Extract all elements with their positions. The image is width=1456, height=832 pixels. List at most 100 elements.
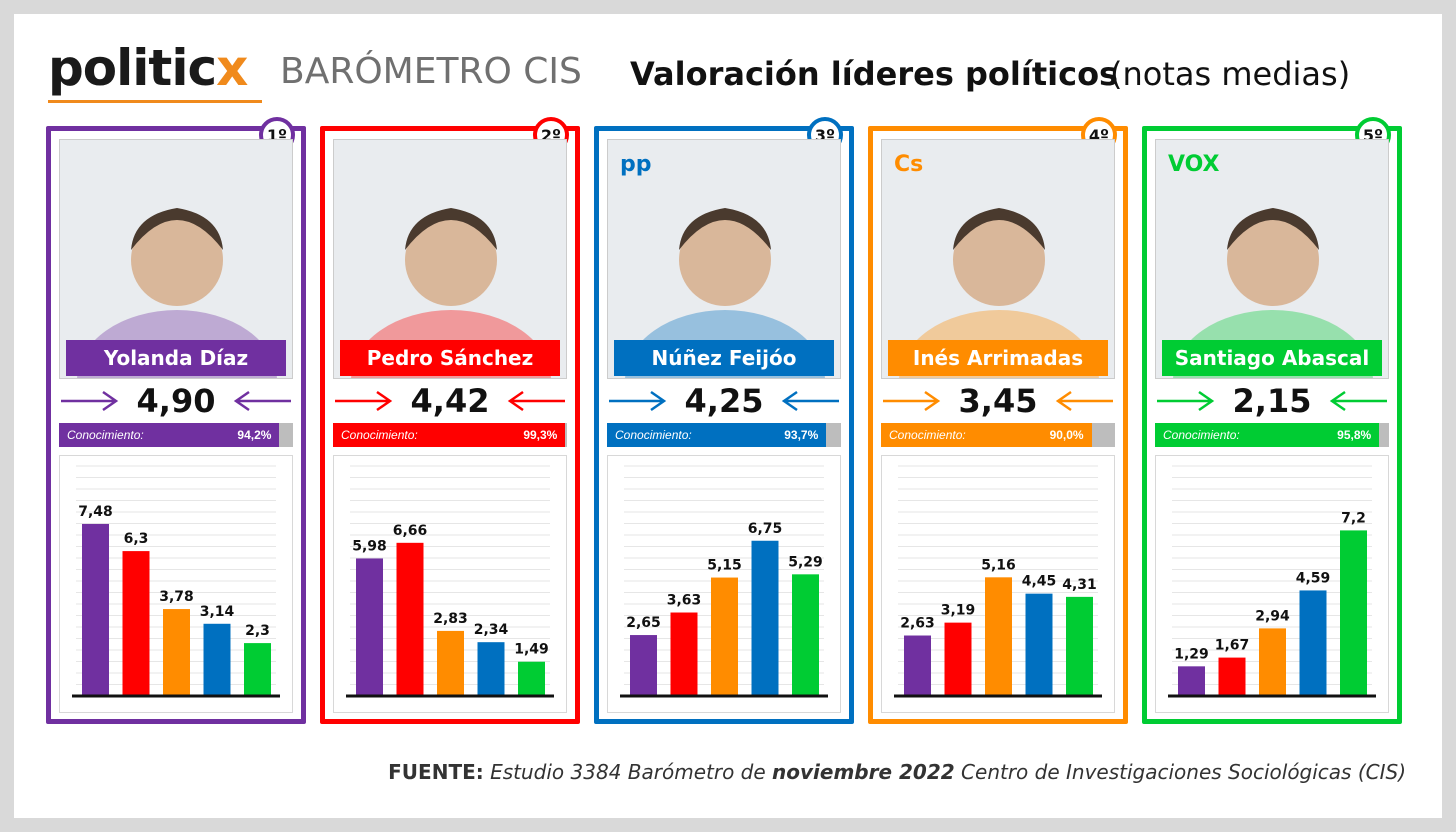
data-label: 6,66: [393, 523, 428, 539]
bar-pp: [1299, 590, 1327, 696]
knowledge-fill: Conocimiento: 90,0%: [881, 423, 1092, 447]
knowledge-label: Conocimiento:: [1163, 428, 1240, 442]
bar-cs: [437, 630, 464, 696]
arrow-right-icon: [1157, 390, 1215, 412]
data-label: 3,78: [159, 589, 194, 605]
rating-chart: 5,98 6,66 2,83 2,34 1,49: [333, 455, 567, 713]
data-label: 5,29: [788, 554, 823, 570]
bar-sumar: [630, 635, 657, 696]
data-label: 1,49: [514, 642, 549, 658]
score-row: 3,45: [881, 382, 1115, 420]
score-row: 4,25: [607, 382, 841, 420]
data-label: 2,3: [245, 623, 270, 639]
arrow-left-icon: [233, 390, 291, 412]
barometro-heading: BARÓMETRO CIS: [280, 51, 582, 92]
bar-sumar: [356, 558, 383, 696]
bar-vox: [518, 661, 545, 696]
bar-vox: [1340, 530, 1367, 696]
knowledge-label: Conocimiento:: [615, 428, 692, 442]
bar-psoe: [396, 542, 424, 696]
data-label: 4,31: [1062, 577, 1097, 593]
knowledge-value: 99,3%: [523, 428, 558, 442]
bar-chart: 7,48 6,3 3,78 3,14 2,3: [72, 465, 280, 698]
knowledge-label: Conocimiento:: [67, 428, 144, 442]
knowledge-value: 94,2%: [237, 428, 272, 442]
data-label: 2,83: [433, 611, 468, 627]
knowledge-fill: Conocimiento: 99,3%: [333, 423, 566, 447]
rating-chart: 1,29 1,67 2,94 4,59 7,2: [1155, 455, 1389, 713]
data-label: 1,29: [1174, 646, 1209, 662]
bar-sumar: [904, 635, 931, 696]
leader-card: 5º VOX Santiago Abascal 2,15 Conocimient…: [1142, 117, 1402, 724]
bar-psoe: [944, 622, 972, 696]
data-label: 6,3: [124, 531, 149, 547]
data-label: 2,65: [626, 615, 661, 631]
average-score: 3,45: [958, 382, 1038, 420]
arrow-right-icon: [609, 390, 667, 412]
bar-chart: 5,98 6,66 2,83 2,34 1,49: [346, 465, 554, 698]
arrow-right-icon: [883, 390, 941, 412]
bar-cs: [985, 577, 1012, 696]
score-row: 2,15: [1155, 382, 1389, 420]
leader-name: Inés Arrimadas: [888, 340, 1108, 376]
data-label: 2,63: [900, 616, 935, 632]
arrow-right-icon: [61, 390, 119, 412]
knowledge-fill: Conocimiento: 95,8%: [1155, 423, 1380, 447]
bar-pp: [751, 540, 779, 696]
leader-name: Yolanda Díaz: [66, 340, 286, 376]
data-label: 1,67: [1215, 638, 1250, 654]
leader-photo: VOX Santiago Abascal: [1155, 139, 1389, 379]
leader-card: 4º Cs Inés Arrimadas 3,45 Conocimiento:: [868, 117, 1128, 724]
logo-underline: [48, 100, 262, 103]
knowledge-bar: Conocimiento: 93,7%: [607, 423, 841, 447]
bar-psoe: [122, 551, 150, 696]
data-label: 3,63: [667, 593, 702, 609]
data-label: 6,75: [748, 521, 783, 537]
rating-chart: 7,48 6,3 3,78 3,14 2,3: [59, 455, 293, 713]
bar-pp: [477, 642, 505, 696]
bar-pp: [1025, 593, 1053, 696]
leader-card: 3º pp Núñez Feijóo 4,25 Conocimiento:: [594, 117, 854, 724]
party-logo-icon: VOX: [1168, 152, 1220, 177]
bar-pp: [203, 623, 231, 696]
data-label: 4,59: [1296, 570, 1331, 586]
bar-psoe: [670, 612, 698, 696]
data-label: 2,34: [474, 622, 509, 638]
rating-chart: 2,65 3,63 5,15 6,75 5,29: [607, 455, 841, 713]
knowledge-fill: Conocimiento: 93,7%: [607, 423, 827, 447]
data-label: 3,19: [941, 603, 976, 619]
bar-psoe: [1218, 657, 1246, 696]
score-row: 4,42: [333, 382, 567, 420]
data-label: 5,16: [981, 557, 1016, 573]
arrow-left-icon: [781, 390, 839, 412]
leader-card: 1º Yolanda Díaz 4,90 Conocimiento: 94: [46, 117, 306, 724]
portrait-illustration: [334, 140, 566, 378]
knowledge-label: Conocimiento:: [341, 428, 418, 442]
party-logo-icon: Cs: [894, 152, 924, 177]
leader-photo: Cs Inés Arrimadas: [881, 139, 1115, 379]
rating-chart: 2,63 3,19 5,16 4,45 4,31: [881, 455, 1115, 713]
average-score: 4,90: [136, 382, 216, 420]
data-label: 7,2: [1341, 510, 1366, 526]
leader-name: Núñez Feijóo: [614, 340, 834, 376]
bar-chart: 2,65 3,63 5,15 6,75 5,29: [620, 465, 828, 698]
leader-name: Pedro Sánchez: [340, 340, 560, 376]
data-label: 2,94: [1255, 608, 1290, 624]
source-note: FUENTE: Estudio 3384 Barómetro de noviem…: [388, 760, 1406, 784]
leader-name: Santiago Abascal: [1162, 340, 1382, 376]
bar-sumar: [1178, 666, 1205, 696]
bar-chart: 1,29 1,67 2,94 4,59 7,2: [1168, 465, 1376, 698]
page-subtitle: (notas medias): [1110, 55, 1351, 93]
knowledge-bar: Conocimiento: 90,0%: [881, 423, 1115, 447]
data-label: 7,48: [78, 504, 113, 520]
leader-photo: pp Núñez Feijóo: [607, 139, 841, 379]
knowledge-bar: Conocimiento: 94,2%: [59, 423, 293, 447]
page-title: Valoración líderes políticos: [630, 55, 1119, 93]
score-row: 4,90: [59, 382, 293, 420]
bar-sumar: [82, 523, 109, 696]
leader-photo: Pedro Sánchez: [333, 139, 567, 379]
knowledge-value: 95,8%: [1337, 428, 1372, 442]
knowledge-bar: Conocimiento: 99,3%: [333, 423, 567, 447]
knowledge-value: 93,7%: [784, 428, 819, 442]
bar-vox: [1066, 596, 1093, 696]
